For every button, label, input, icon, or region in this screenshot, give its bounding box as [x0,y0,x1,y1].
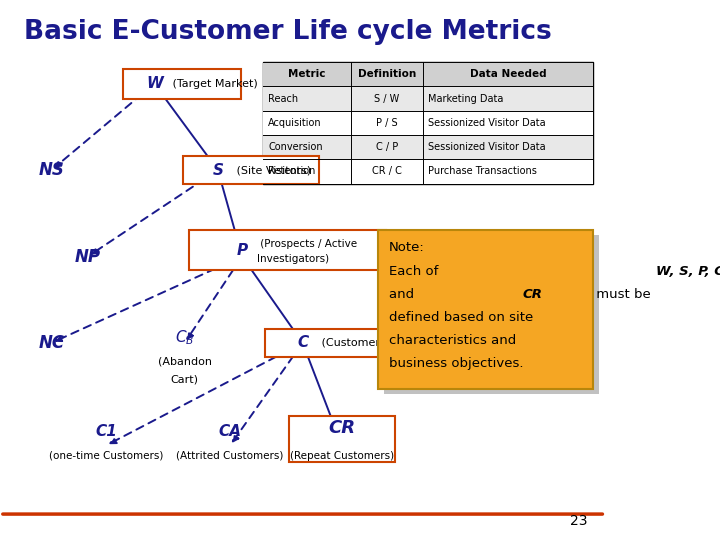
Text: 23: 23 [570,514,587,528]
Text: Sessionized Visitor Data: Sessionized Visitor Data [428,118,546,128]
Text: NC: NC [38,334,65,352]
Text: S: S [212,163,223,178]
Text: and: and [390,288,418,301]
Text: (Prospects / Active: (Prospects / Active [257,239,357,248]
Text: Sessionized Visitor Data: Sessionized Visitor Data [428,142,546,152]
Bar [264,159,593,184]
Bar [264,62,593,86]
Bar [289,416,395,462]
Text: CR: CR [328,419,356,437]
Bar [265,329,410,357]
Text: business objectives.: business objectives. [390,357,523,370]
Text: Acquisition: Acquisition [268,118,322,128]
Text: C / P: C / P [376,142,398,152]
Text: Retention: Retention [268,166,315,177]
Text: Metric: Metric [288,69,325,79]
Text: Note:: Note: [390,241,425,254]
Bar [189,230,386,270]
Text: Purchase Transactions: Purchase Transactions [428,166,537,177]
Text: $C_B$: $C_B$ [175,328,194,347]
Text: CR: CR [523,288,543,301]
Bar [122,69,240,98]
Text: W, S, P, C: W, S, P, C [656,265,720,278]
Text: (Repeat Customers): (Repeat Customers) [290,451,394,461]
Bar [183,156,319,184]
Text: CR / C: CR / C [372,166,402,177]
Text: S / W: S / W [374,93,400,104]
Text: Conversion: Conversion [268,142,323,152]
Text: NS: NS [38,161,64,179]
Bar [384,235,599,394]
Text: P / S: P / S [376,118,397,128]
Bar [264,111,593,135]
Text: NP: NP [75,247,101,266]
Text: defined based on site: defined based on site [390,311,534,324]
Bar [264,86,593,111]
Text: Cart): Cart) [171,374,199,384]
Text: Investigators): Investigators) [257,254,329,264]
Bar [378,230,593,389]
Text: (Customers): (Customers) [318,338,390,348]
Text: Basic E-Customer Life cycle Metrics: Basic E-Customer Life cycle Metrics [24,19,552,45]
Bar [264,135,593,159]
Text: Reach: Reach [268,93,298,104]
Text: (Attrited Customers): (Attrited Customers) [176,451,284,461]
Text: C: C [297,335,308,350]
Text: P: P [237,242,248,258]
Text: must be: must be [592,288,650,301]
Text: (Site Visitors): (Site Visitors) [233,165,311,175]
Text: Data Needed: Data Needed [470,69,546,79]
Text: (one-time Customers): (one-time Customers) [49,451,163,461]
Text: (Target Market): (Target Market) [169,79,258,89]
Text: Definition: Definition [358,69,416,79]
Text: (Abandon: (Abandon [158,356,212,367]
Text: characteristics and: characteristics and [390,334,516,347]
Text: W: W [146,76,163,91]
Bar [264,62,593,184]
Text: Marketing Data: Marketing Data [428,93,503,104]
Text: C1: C1 [95,424,117,440]
Text: CA: CA [218,424,241,440]
Text: Each of: Each of [390,265,443,278]
